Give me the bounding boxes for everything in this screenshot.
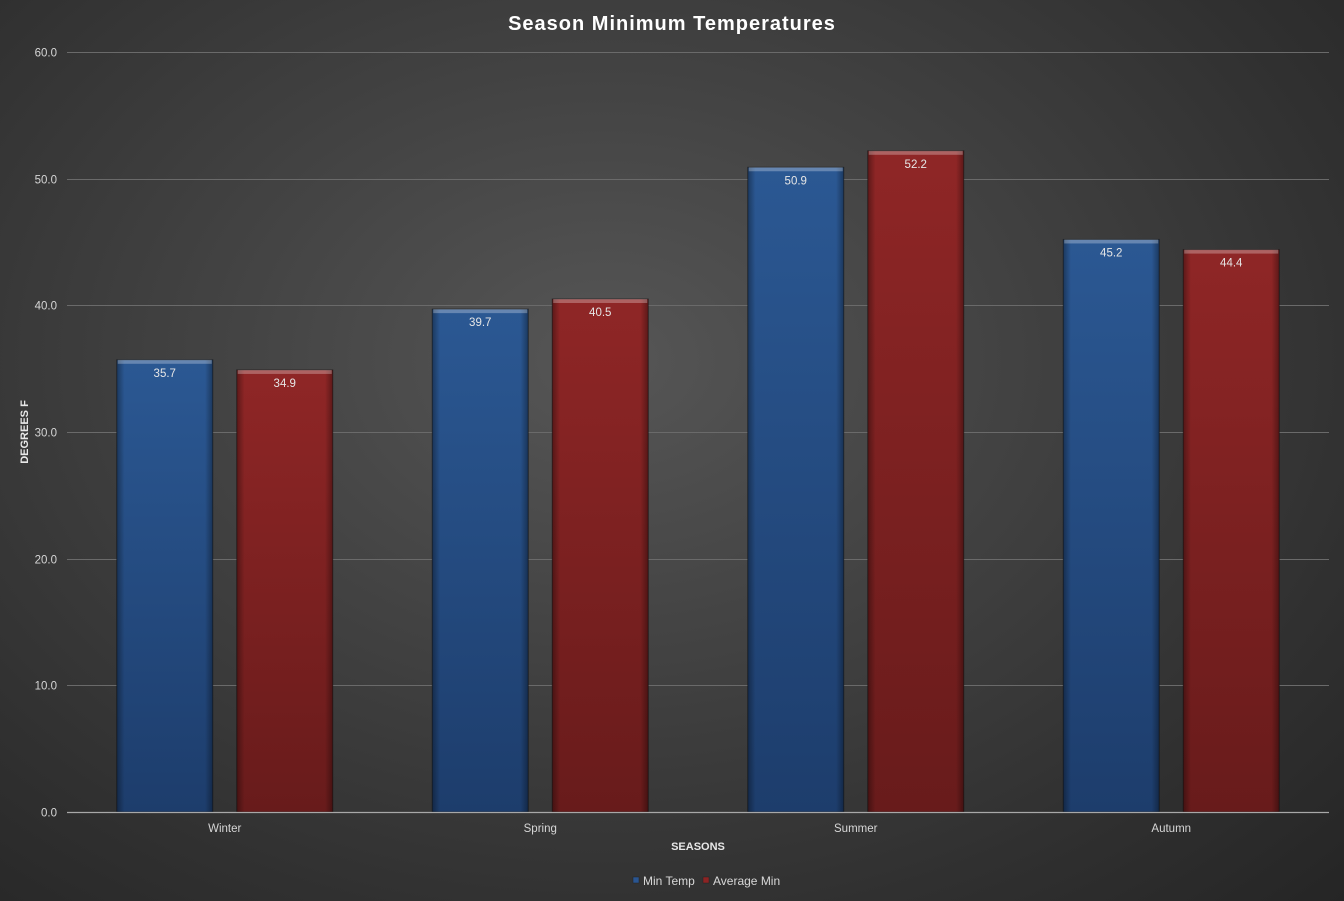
bar-average-min-winter bbox=[236, 369, 334, 813]
legend-item-min-temp: Min Temp bbox=[632, 874, 695, 888]
bar-shading bbox=[867, 150, 964, 813]
bar-shading bbox=[432, 309, 529, 812]
x-tick-label: Summer bbox=[834, 823, 878, 835]
y-tick-label: 60.0 bbox=[35, 48, 57, 60]
y-tick-label: 0.0 bbox=[41, 808, 57, 820]
y-tick-label: 10.0 bbox=[35, 681, 57, 693]
legend-label: Average Min bbox=[713, 874, 780, 888]
chart-title: Season Minimum Temperatures bbox=[508, 13, 836, 35]
x-axis-title: SEASONS bbox=[671, 841, 725, 853]
data-label: 50.9 bbox=[785, 175, 807, 187]
bar-shading bbox=[236, 369, 333, 812]
data-label: 52.2 bbox=[905, 159, 927, 171]
y-tick-label: 30.0 bbox=[35, 428, 57, 440]
bar-shading bbox=[1063, 239, 1160, 812]
bars bbox=[116, 150, 1280, 813]
legend-label: Min Temp bbox=[643, 874, 695, 888]
bar-average-min-autumn bbox=[1182, 249, 1280, 813]
legend-item-average-min: Average Min bbox=[702, 874, 780, 888]
x-axis-tick-labels: Winter Spring Summer Autumn bbox=[208, 823, 1191, 835]
data-label: 44.4 bbox=[1220, 258, 1243, 270]
bar-shading bbox=[1183, 249, 1280, 813]
bar-shading bbox=[552, 299, 649, 812]
y-tick-label: 50.0 bbox=[35, 175, 57, 187]
bar-min-temp-winter bbox=[116, 359, 214, 813]
y-tick-label: 40.0 bbox=[35, 301, 57, 313]
bar-top-highlight bbox=[748, 167, 843, 172]
data-labels: 35.7 34.9 39.7 40.5 50.9 52.2 45.2 44.4 bbox=[154, 159, 1243, 390]
y-axis-title: DEGREES F bbox=[19, 400, 31, 464]
bar-min-temp-autumn bbox=[1062, 238, 1160, 813]
legend-swatch bbox=[632, 876, 640, 884]
legend: Min Temp Average Min bbox=[632, 874, 780, 888]
bar-top-highlight bbox=[117, 359, 212, 364]
data-label: 45.2 bbox=[1100, 247, 1122, 259]
bar-top-highlight bbox=[1064, 239, 1159, 244]
bar-shading bbox=[116, 359, 213, 812]
bar-top-highlight bbox=[1184, 249, 1279, 254]
x-tick-label: Autumn bbox=[1151, 823, 1191, 835]
bar-min-temp-summer bbox=[747, 166, 845, 813]
bar-top-highlight bbox=[237, 369, 332, 374]
legend-swatch bbox=[702, 876, 710, 884]
x-tick-label: Winter bbox=[208, 823, 241, 835]
bar-shading bbox=[747, 167, 844, 812]
bar-top-highlight bbox=[433, 309, 528, 314]
data-label: 35.7 bbox=[154, 368, 176, 380]
data-label: 40.5 bbox=[589, 307, 611, 319]
y-axis-tick-labels: 0.0 10.0 20.0 30.0 40.0 50.0 60.0 bbox=[35, 48, 57, 820]
bar-top-highlight bbox=[868, 150, 963, 155]
y-tick-label: 20.0 bbox=[35, 555, 57, 567]
data-label: 39.7 bbox=[469, 317, 491, 329]
bar-average-min-spring bbox=[551, 298, 649, 813]
bar-top-highlight bbox=[553, 299, 648, 303]
x-tick-label: Spring bbox=[524, 823, 557, 835]
bar-min-temp-spring bbox=[431, 308, 529, 813]
data-label: 34.9 bbox=[274, 378, 296, 390]
bar-average-min-summer bbox=[867, 150, 965, 813]
